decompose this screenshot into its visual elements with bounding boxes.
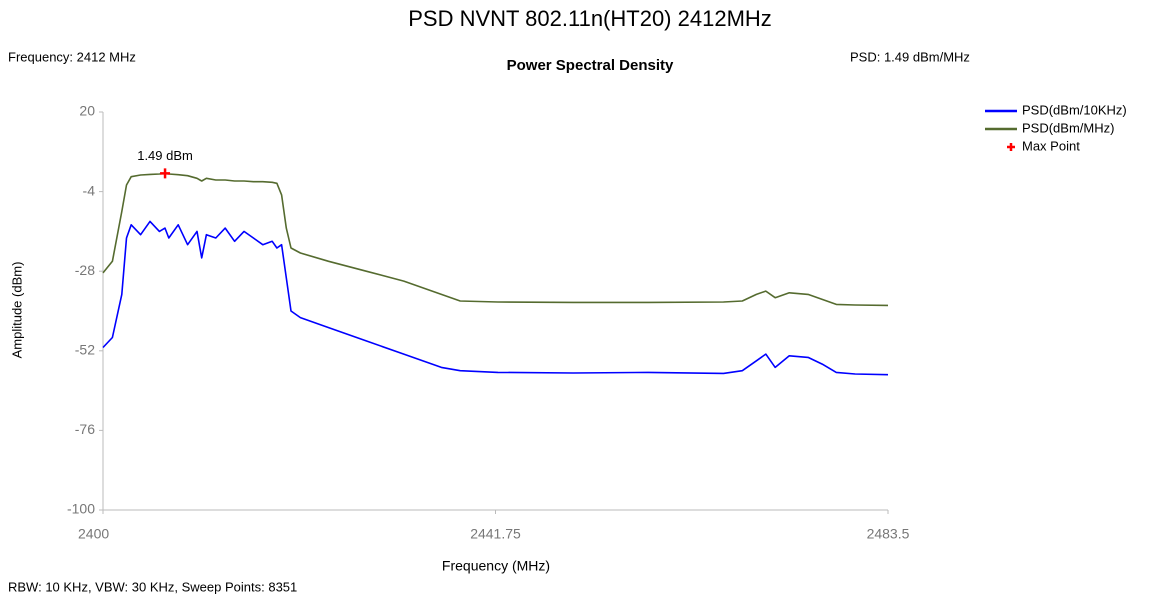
y-axis-title: Amplitude (dBm) <box>9 262 24 359</box>
y-tick-label: -76 <box>75 421 95 437</box>
x-axis-title: Frequency (MHz) <box>442 558 550 574</box>
psd-info: PSD: 1.49 dBm/MHz <box>850 49 970 64</box>
legend-marker <box>1007 143 1015 151</box>
series-line <box>102 172 889 307</box>
page-title: PSD NVNT 802.11n(HT20) 2412MHz <box>408 6 772 31</box>
y-tick-label: -100 <box>67 501 95 517</box>
x-tick-label: 2483.5 <box>867 526 910 542</box>
y-tick-label: -4 <box>83 182 96 198</box>
y-tick-label: 20 <box>79 103 95 119</box>
max-point <box>160 168 171 179</box>
x-tick-label: 2441.75 <box>470 526 521 542</box>
legend-label: PSD(dBm/10KHz) <box>1022 102 1127 117</box>
y-tick-label: -28 <box>75 262 95 278</box>
series-line <box>102 220 889 376</box>
x-tick-label: 2400 <box>78 526 109 542</box>
chart-title: Power Spectral Density <box>507 57 674 74</box>
y-tick-label: -52 <box>75 342 95 358</box>
max-point-label: 1.49 dBm <box>137 148 193 163</box>
legend-label: PSD(dBm/MHz) <box>1022 120 1114 135</box>
legend-label: Max Point <box>1022 138 1080 153</box>
frequency-info: Frequency: 2412 MHz <box>8 49 136 64</box>
footer-info: RBW: 10 KHz, VBW: 30 KHz, Sweep Points: … <box>8 579 297 594</box>
